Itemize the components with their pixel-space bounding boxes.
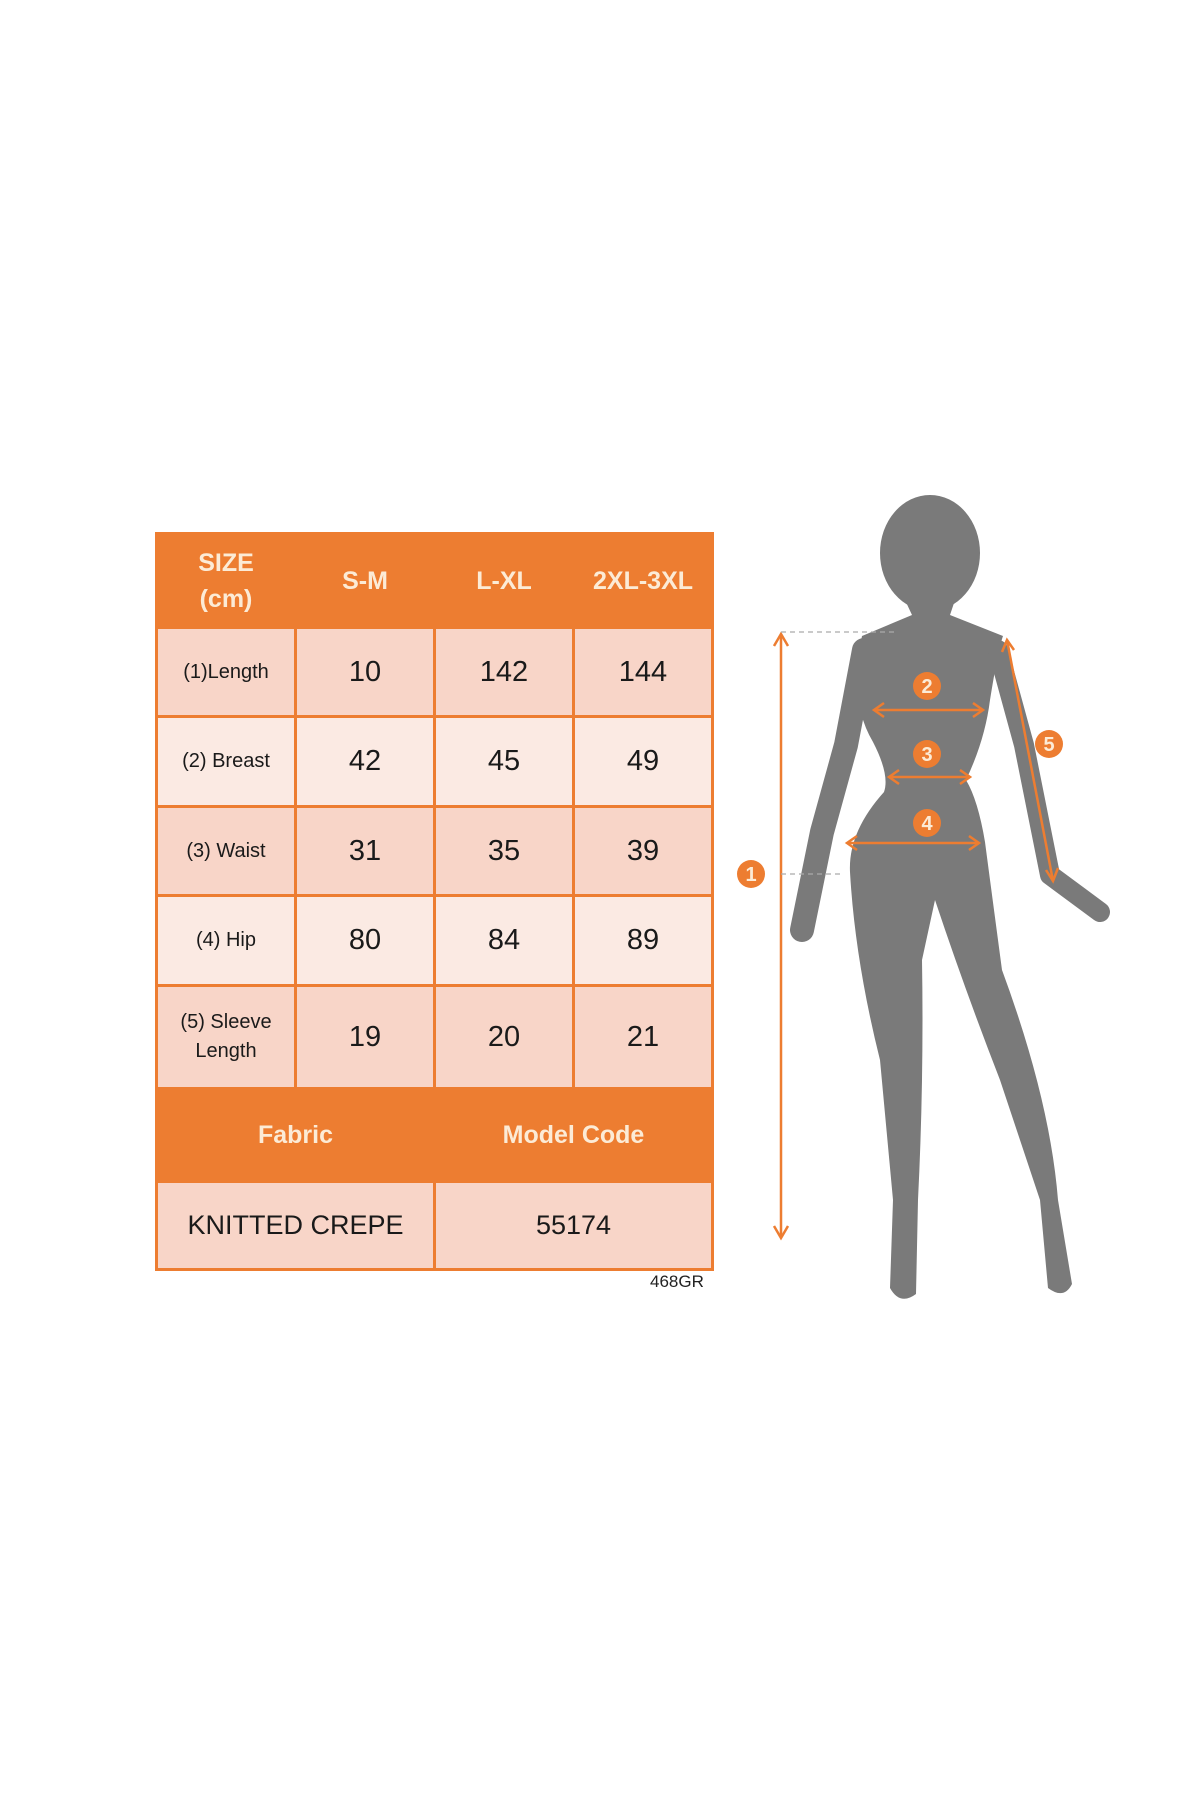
marker-4-icon: 4 [913, 809, 941, 837]
header-size: SIZE (cm) [155, 532, 297, 629]
header-l-xl: L-XL [433, 532, 575, 629]
marker-5-icon: 5 [1035, 730, 1063, 758]
product-code-label: 468GR [650, 1272, 704, 1291]
model-code-value: 55174 [433, 1180, 714, 1271]
table-row: (4) Hip 80 84 89 [155, 894, 714, 987]
body-silhouette [790, 495, 1110, 1299]
svg-text:3: 3 [921, 744, 932, 766]
row-label: (3) Waist [155, 805, 297, 897]
svg-text:1: 1 [745, 864, 756, 886]
table-row: (5) Sleeve Length 19 20 21 [155, 984, 714, 1090]
cell-value: 10 [294, 626, 436, 718]
cell-value: 31 [294, 805, 436, 897]
sleeve-arrow [1005, 639, 1055, 882]
footer-header-row: Fabric Model Code [155, 1087, 714, 1183]
marker-3-icon: 3 [913, 740, 941, 768]
cell-value: 42 [294, 715, 436, 808]
cell-value: 20 [433, 984, 575, 1090]
svg-text:5: 5 [1043, 734, 1054, 756]
cell-value: 49 [572, 715, 714, 808]
cell-value: 80 [294, 894, 436, 987]
cell-value: 19 [294, 984, 436, 1090]
footer-row: KNITTED CREPE 55174 [155, 1180, 714, 1271]
row-label: (5) Sleeve Length [155, 984, 297, 1090]
marker-1-icon: 1 [737, 860, 765, 888]
header-model-code: Model Code [433, 1087, 714, 1183]
cell-value: 144 [572, 626, 714, 718]
cell-value: 39 [572, 805, 714, 897]
table-row: (3) Waist 31 35 39 [155, 805, 714, 897]
cell-value: 35 [433, 805, 575, 897]
svg-text:2: 2 [921, 676, 932, 698]
cell-value: 45 [433, 715, 575, 808]
marker-2-icon: 2 [913, 672, 941, 700]
cell-value: 21 [572, 984, 714, 1090]
table-row: (1)Length 10 142 144 [155, 626, 714, 718]
header-s-m: S-M [294, 532, 436, 629]
table-header-row: SIZE (cm) S-M L-XL 2XL-3XL [155, 532, 714, 629]
cell-value: 142 [433, 626, 575, 718]
cell-value: 89 [572, 894, 714, 987]
measurement-lines [772, 631, 1060, 1241]
cell-value: 84 [433, 894, 575, 987]
header-2xl-3xl: 2XL-3XL [572, 532, 714, 629]
fabric-value: KNITTED CREPE [155, 1180, 436, 1271]
row-label: (1)Length [155, 626, 297, 718]
row-label: (2) Breast [155, 715, 297, 808]
header-fabric: Fabric [155, 1087, 436, 1183]
table-row: (2) Breast 42 45 49 [155, 715, 714, 808]
svg-text:4: 4 [921, 813, 933, 835]
row-label: (4) Hip [155, 894, 297, 987]
size-chart-table: SIZE (cm) S-M L-XL 2XL-3XL (1)Length 10 … [155, 532, 714, 1271]
